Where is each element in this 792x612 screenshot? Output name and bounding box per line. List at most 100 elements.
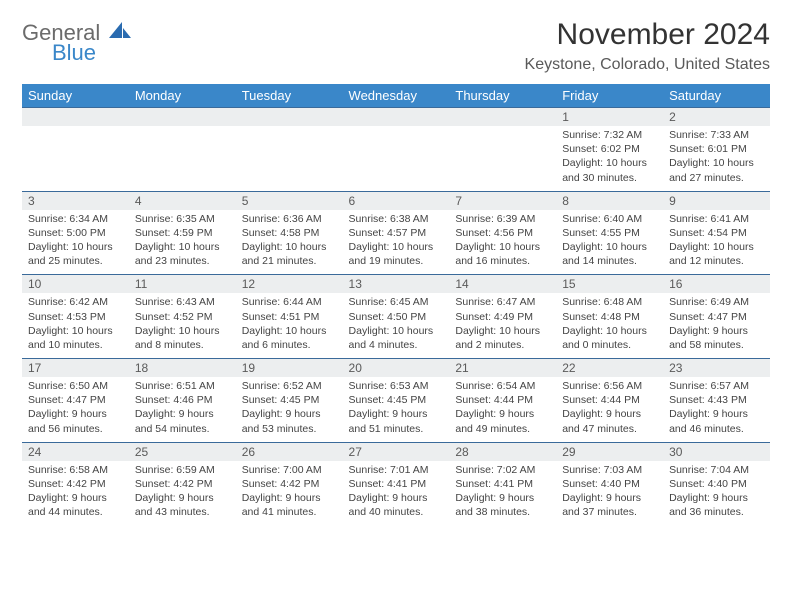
day-cell [236,126,343,191]
daylight-text: Daylight: 9 hours and 44 minutes. [28,491,123,519]
day-number-row: 24252627282930 [22,442,770,461]
day-number: 28 [449,442,556,461]
day-number: 5 [236,191,343,210]
sunrise-text: Sunrise: 7:02 AM [455,463,550,477]
sunrise-text: Sunrise: 6:56 AM [562,379,657,393]
daylight-text: Daylight: 9 hours and 43 minutes. [135,491,230,519]
daylight-text: Daylight: 10 hours and 30 minutes. [562,156,657,184]
day-cell: Sunrise: 6:56 AMSunset: 4:44 PMDaylight:… [556,377,663,442]
day-cell: Sunrise: 7:03 AMSunset: 4:40 PMDaylight:… [556,461,663,526]
sunrise-text: Sunrise: 7:03 AM [562,463,657,477]
daylight-text: Daylight: 9 hours and 41 minutes. [242,491,337,519]
day-number: 19 [236,359,343,378]
day-cell: Sunrise: 6:36 AMSunset: 4:58 PMDaylight:… [236,210,343,275]
location-label: Keystone, Colorado, United States [525,56,770,74]
day-number: 22 [556,359,663,378]
day-cell: Sunrise: 6:38 AMSunset: 4:57 PMDaylight:… [343,210,450,275]
day-cell: Sunrise: 6:52 AMSunset: 4:45 PMDaylight:… [236,377,343,442]
day-cell: Sunrise: 6:34 AMSunset: 5:00 PMDaylight:… [22,210,129,275]
sunset-text: Sunset: 4:42 PM [135,477,230,491]
logo-text: General Blue [22,22,131,63]
sunset-text: Sunset: 4:58 PM [242,226,337,240]
day-number: 17 [22,359,129,378]
day-number: 26 [236,442,343,461]
day-cell: Sunrise: 6:40 AMSunset: 4:55 PMDaylight:… [556,210,663,275]
day-number: 7 [449,191,556,210]
day-number: 2 [663,108,770,127]
logo: General Blue [22,22,131,63]
sunset-text: Sunset: 4:46 PM [135,393,230,407]
sunset-text: Sunset: 4:42 PM [28,477,123,491]
day-cell: Sunrise: 6:44 AMSunset: 4:51 PMDaylight:… [236,293,343,358]
sunrise-text: Sunrise: 6:40 AM [562,212,657,226]
day-number: 14 [449,275,556,294]
sunset-text: Sunset: 4:44 PM [455,393,550,407]
weekday-header: Tuesday [236,84,343,108]
sunrise-text: Sunrise: 6:54 AM [455,379,550,393]
sunrise-text: Sunrise: 6:39 AM [455,212,550,226]
day-number: 10 [22,275,129,294]
daylight-text: Daylight: 10 hours and 23 minutes. [135,240,230,268]
sunset-text: Sunset: 4:40 PM [562,477,657,491]
daylight-text: Daylight: 10 hours and 0 minutes. [562,324,657,352]
day-number: 25 [129,442,236,461]
day-number [236,108,343,127]
sunset-text: Sunset: 4:53 PM [28,310,123,324]
day-number [343,108,450,127]
sunset-text: Sunset: 4:51 PM [242,310,337,324]
day-cell [449,126,556,191]
sunrise-text: Sunrise: 6:41 AM [669,212,764,226]
sunset-text: Sunset: 6:02 PM [562,142,657,156]
sunset-text: Sunset: 4:45 PM [349,393,444,407]
day-data-row: Sunrise: 6:42 AMSunset: 4:53 PMDaylight:… [22,293,770,358]
day-cell: Sunrise: 6:59 AMSunset: 4:42 PMDaylight:… [129,461,236,526]
sunrise-text: Sunrise: 6:57 AM [669,379,764,393]
day-cell: Sunrise: 7:01 AMSunset: 4:41 PMDaylight:… [343,461,450,526]
day-number: 3 [22,191,129,210]
day-cell: Sunrise: 6:48 AMSunset: 4:48 PMDaylight:… [556,293,663,358]
daylight-text: Daylight: 10 hours and 10 minutes. [28,324,123,352]
day-cell: Sunrise: 6:45 AMSunset: 4:50 PMDaylight:… [343,293,450,358]
daylight-text: Daylight: 9 hours and 54 minutes. [135,407,230,435]
sunrise-text: Sunrise: 6:58 AM [28,463,123,477]
calendar-table: Sunday Monday Tuesday Wednesday Thursday… [22,84,770,525]
day-cell: Sunrise: 6:58 AMSunset: 4:42 PMDaylight:… [22,461,129,526]
daylight-text: Daylight: 9 hours and 51 minutes. [349,407,444,435]
day-number: 21 [449,359,556,378]
sunset-text: Sunset: 4:47 PM [669,310,764,324]
sunrise-text: Sunrise: 7:32 AM [562,128,657,142]
daylight-text: Daylight: 9 hours and 49 minutes. [455,407,550,435]
weekday-header: Saturday [663,84,770,108]
sail-icon [109,20,131,45]
calendar-page: General Blue November 2024 Keystone, Col… [0,0,792,535]
daylight-text: Daylight: 10 hours and 19 minutes. [349,240,444,268]
day-cell [22,126,129,191]
day-cell: Sunrise: 6:35 AMSunset: 4:59 PMDaylight:… [129,210,236,275]
day-number: 18 [129,359,236,378]
daylight-text: Daylight: 10 hours and 16 minutes. [455,240,550,268]
day-cell: Sunrise: 6:39 AMSunset: 4:56 PMDaylight:… [449,210,556,275]
daylight-text: Daylight: 9 hours and 40 minutes. [349,491,444,519]
sunrise-text: Sunrise: 6:42 AM [28,295,123,309]
day-number: 12 [236,275,343,294]
weekday-header: Monday [129,84,236,108]
day-data-row: Sunrise: 7:32 AMSunset: 6:02 PMDaylight:… [22,126,770,191]
day-number [129,108,236,127]
day-data-row: Sunrise: 6:50 AMSunset: 4:47 PMDaylight:… [22,377,770,442]
daylight-text: Daylight: 9 hours and 53 minutes. [242,407,337,435]
day-data-row: Sunrise: 6:58 AMSunset: 4:42 PMDaylight:… [22,461,770,526]
daylight-text: Daylight: 9 hours and 56 minutes. [28,407,123,435]
sunrise-text: Sunrise: 6:47 AM [455,295,550,309]
sunset-text: Sunset: 4:41 PM [349,477,444,491]
sunset-text: Sunset: 4:40 PM [669,477,764,491]
daylight-text: Daylight: 10 hours and 12 minutes. [669,240,764,268]
sunset-text: Sunset: 4:44 PM [562,393,657,407]
sunset-text: Sunset: 4:59 PM [135,226,230,240]
day-cell: Sunrise: 6:51 AMSunset: 4:46 PMDaylight:… [129,377,236,442]
day-number-row: 10111213141516 [22,275,770,294]
sunrise-text: Sunrise: 6:48 AM [562,295,657,309]
sunrise-text: Sunrise: 7:00 AM [242,463,337,477]
day-cell: Sunrise: 6:53 AMSunset: 4:45 PMDaylight:… [343,377,450,442]
sunrise-text: Sunrise: 6:45 AM [349,295,444,309]
day-number: 16 [663,275,770,294]
